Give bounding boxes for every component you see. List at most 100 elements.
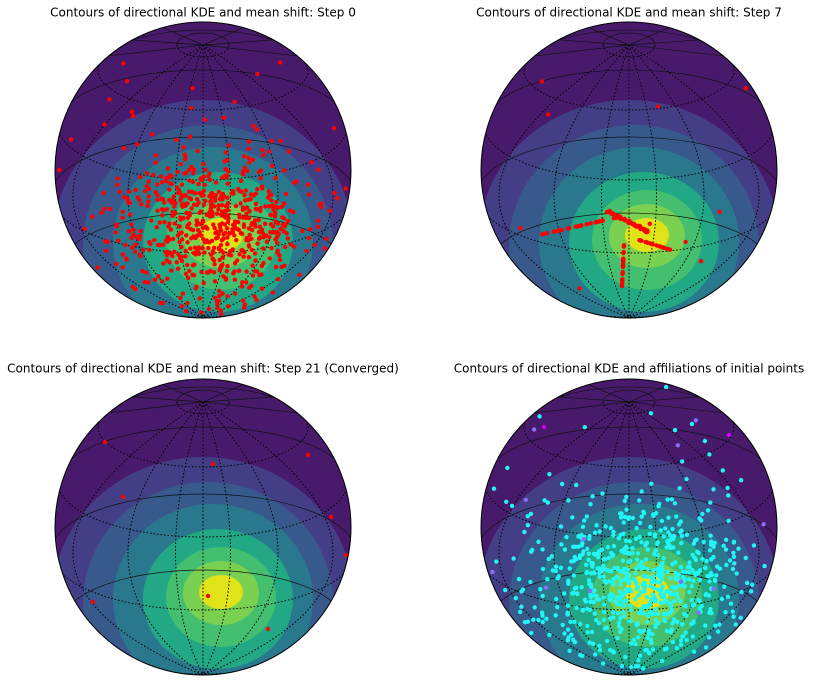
point <box>697 516 702 521</box>
point <box>595 219 600 225</box>
point <box>633 596 638 602</box>
point <box>615 636 620 641</box>
point <box>726 493 731 498</box>
point <box>316 167 321 172</box>
point <box>672 598 677 604</box>
point <box>621 520 626 525</box>
point <box>574 557 579 562</box>
point <box>332 126 337 131</box>
meridian-front <box>72 44 204 318</box>
point <box>597 570 602 575</box>
point <box>725 485 730 491</box>
point <box>176 266 181 271</box>
point <box>120 215 125 220</box>
point <box>82 226 87 231</box>
point <box>177 224 182 229</box>
point <box>90 599 96 605</box>
point <box>645 566 650 572</box>
point <box>690 603 695 608</box>
point <box>732 561 737 566</box>
point <box>215 235 220 240</box>
parallel-front <box>97 69 309 111</box>
globe-body <box>481 379 777 675</box>
point <box>624 598 629 603</box>
panel-title: Contours of directional KDE and mean shi… <box>50 6 356 20</box>
point <box>720 468 725 473</box>
point <box>231 191 236 196</box>
point <box>258 208 263 214</box>
point <box>750 582 755 587</box>
point <box>204 270 210 275</box>
point <box>657 580 662 585</box>
point <box>602 602 607 607</box>
point <box>251 123 256 129</box>
point <box>167 260 172 265</box>
point <box>253 201 259 206</box>
point <box>191 167 197 172</box>
point <box>164 253 170 258</box>
point <box>712 540 717 546</box>
point <box>727 558 733 563</box>
point <box>679 533 685 539</box>
point <box>731 539 737 544</box>
point <box>596 549 602 554</box>
point <box>711 544 716 549</box>
point <box>628 603 633 608</box>
point <box>597 529 602 534</box>
point <box>197 296 202 301</box>
parallel-front <box>483 481 775 538</box>
point <box>221 236 226 241</box>
point <box>620 270 625 275</box>
point <box>220 191 226 197</box>
point <box>155 192 160 198</box>
point <box>120 252 126 257</box>
point <box>218 311 224 317</box>
point <box>725 594 731 599</box>
point <box>642 585 647 591</box>
point <box>733 622 738 627</box>
point <box>122 194 127 200</box>
point <box>216 298 222 303</box>
point <box>283 191 289 197</box>
point <box>253 258 258 263</box>
point <box>618 629 623 635</box>
point <box>693 418 698 423</box>
point <box>226 304 231 309</box>
point <box>678 579 684 584</box>
point <box>159 180 165 185</box>
point <box>178 161 183 167</box>
point <box>250 263 255 268</box>
point <box>619 664 625 669</box>
point <box>687 564 692 569</box>
point <box>130 113 136 119</box>
point <box>328 514 334 520</box>
meridian-front <box>628 401 760 675</box>
point <box>645 603 650 608</box>
point <box>573 224 578 229</box>
point <box>674 645 680 651</box>
point <box>124 79 130 84</box>
panel-title: Contours of directional KDE and affiliat… <box>454 362 804 376</box>
point <box>608 525 614 531</box>
globe <box>480 21 778 319</box>
point <box>201 174 206 179</box>
point <box>120 494 126 500</box>
point <box>576 544 581 549</box>
point <box>703 623 708 628</box>
point <box>210 213 215 218</box>
point <box>522 529 527 535</box>
point <box>217 288 222 294</box>
meridian-front <box>202 401 334 675</box>
parallel-front <box>481 194 777 254</box>
point <box>102 439 108 445</box>
point <box>671 533 677 539</box>
point <box>641 511 647 516</box>
point <box>194 222 199 228</box>
point <box>267 204 272 209</box>
point <box>278 138 283 144</box>
point <box>627 619 632 624</box>
point <box>137 252 143 257</box>
point <box>197 190 202 196</box>
point <box>309 160 314 165</box>
point <box>532 605 537 610</box>
